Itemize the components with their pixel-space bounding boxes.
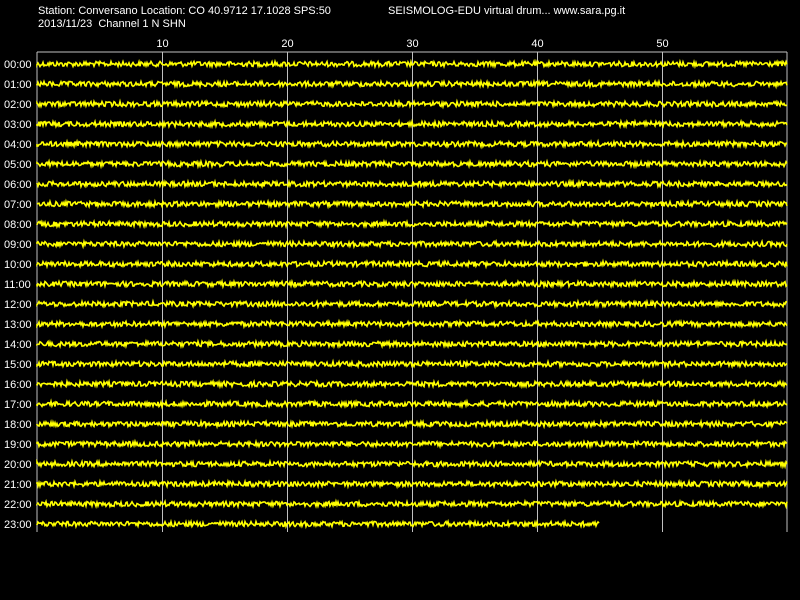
hour-label: 15:00 [4,359,32,371]
seismic-trace [36,478,788,490]
hour-label: 16:00 [4,379,32,391]
hour-label: 01:00 [4,79,32,91]
seismic-trace [36,438,788,450]
seismic-trace [36,118,788,130]
hour-label: 09:00 [4,239,32,251]
seismic-trace [36,418,788,430]
x-tick-label: 30 [406,38,418,50]
seismic-trace [36,98,788,110]
seismic-trace [36,278,788,290]
seismic-trace [36,318,788,330]
seismic-trace [36,138,788,150]
hour-label: 03:00 [4,119,32,131]
hour-label: 06:00 [4,179,32,191]
x-tick-label: 40 [531,38,543,50]
date-channel-info: 2013/11/23 Channel 1 N SHN [38,18,186,30]
seismic-trace [36,158,788,170]
seismic-trace [36,398,788,410]
seismic-trace [36,198,788,210]
seismic-trace [36,338,788,350]
hour-label: 08:00 [4,219,32,231]
hour-label: 04:00 [4,139,32,151]
hour-label: 13:00 [4,319,32,331]
hour-label: 11:00 [4,279,31,291]
hour-label: 14:00 [4,339,32,351]
seismic-trace [36,238,788,250]
hour-label: 20:00 [4,459,32,471]
hour-label: 23:00 [4,519,32,531]
hour-label: 22:00 [4,499,32,511]
hour-label: 18:00 [4,419,32,431]
hour-label: 02:00 [4,99,32,111]
seismic-trace [36,58,788,70]
seismic-trace [36,178,788,190]
seismic-trace [36,518,600,530]
seismic-trace [36,218,788,230]
x-tick-label: 50 [656,38,668,50]
hour-label: 17:00 [4,399,32,411]
chart-title: SEISMOLOG-EDU virtual drum... www.sara.p… [388,5,626,17]
seismic-trace [36,498,788,510]
seismic-trace [36,378,788,390]
hour-label: 00:00 [4,59,32,71]
hour-label: 21:00 [4,479,32,491]
seismic-trace [36,358,788,370]
hour-label: 19:00 [4,439,32,451]
station-info: Station: Conversano Location: CO 40.9712… [38,5,331,17]
x-tick-label: 20 [281,38,293,50]
hour-label: 12:00 [4,299,32,311]
hour-label: 05:00 [4,159,32,171]
hour-label: 10:00 [4,259,32,271]
x-tick-label: 10 [156,38,168,50]
hour-label: 07:00 [4,199,32,211]
seismic-trace [36,258,788,270]
seismic-trace [36,298,788,310]
seismic-trace [36,78,788,90]
seismic-trace [36,458,788,470]
